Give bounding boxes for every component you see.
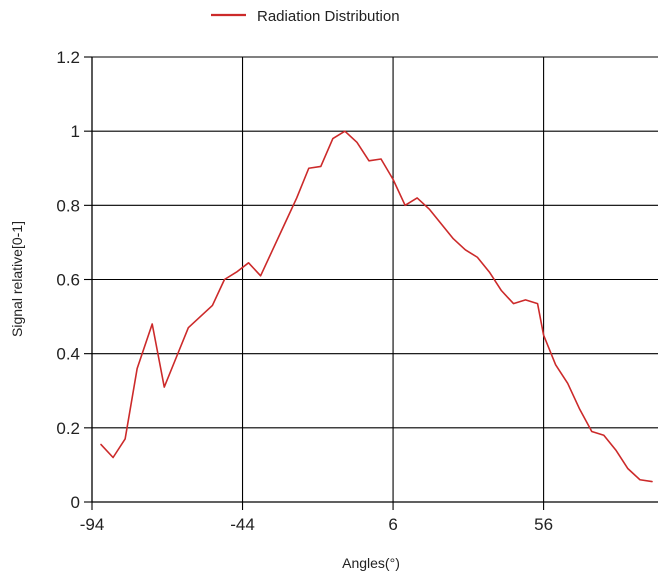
legend-label: Radiation Distribution <box>257 8 400 25</box>
y-tick-label: 0.4 <box>56 345 80 364</box>
x-tick-label: -94 <box>80 515 105 534</box>
x-tick-label: 56 <box>534 515 553 534</box>
grid <box>84 56 658 510</box>
y-tick-label: 0 <box>71 493 80 512</box>
y-tick-label: 0.6 <box>56 271 80 290</box>
x-tick-label: 6 <box>388 515 397 534</box>
y-tick-label: 1 <box>71 122 80 141</box>
y-tick-label: 0.8 <box>56 196 80 215</box>
axes <box>91 57 658 503</box>
x-tick-label: -44 <box>230 515 255 534</box>
x-axis-label: Angles(°) <box>342 555 400 571</box>
y-tick-label: 0.2 <box>56 419 80 438</box>
y-axis-label: Signal relative[0-1] <box>9 221 25 337</box>
series-line <box>100 130 653 483</box>
legend: Radiation Distribution <box>211 8 400 25</box>
y-tick-label: 1.2 <box>56 48 80 67</box>
series-layer <box>100 130 653 483</box>
tick-labels: 0 0.2 0.4 0.6 0.8 1 1.2 -94 -44 6 56 <box>56 48 553 534</box>
